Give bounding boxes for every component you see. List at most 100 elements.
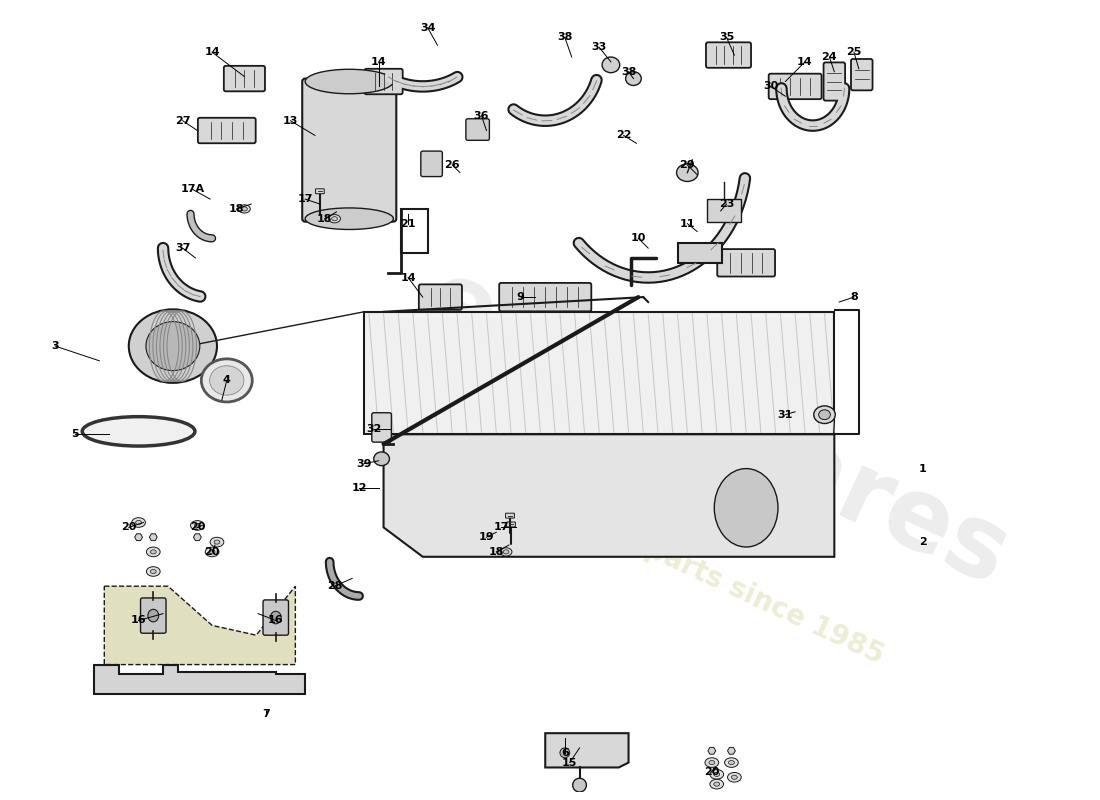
FancyBboxPatch shape	[223, 66, 265, 91]
FancyBboxPatch shape	[851, 59, 872, 90]
Ellipse shape	[210, 366, 244, 395]
Polygon shape	[678, 243, 722, 263]
Text: 9: 9	[517, 292, 525, 302]
Ellipse shape	[146, 547, 161, 557]
Text: 21: 21	[400, 218, 416, 229]
Text: 26: 26	[444, 160, 460, 170]
Text: 36: 36	[474, 111, 490, 121]
Text: 15: 15	[562, 758, 578, 767]
Text: 16: 16	[268, 615, 284, 626]
FancyBboxPatch shape	[302, 78, 396, 222]
Text: 2: 2	[918, 537, 926, 547]
Ellipse shape	[239, 205, 251, 213]
Ellipse shape	[214, 540, 220, 544]
Ellipse shape	[242, 207, 248, 211]
Text: 18: 18	[317, 214, 332, 224]
Text: 38: 38	[558, 33, 572, 42]
Ellipse shape	[714, 782, 719, 786]
Text: 11: 11	[680, 218, 695, 229]
FancyBboxPatch shape	[364, 69, 403, 94]
Text: 23: 23	[719, 199, 734, 209]
Ellipse shape	[714, 772, 719, 776]
Text: 1: 1	[918, 463, 926, 474]
Ellipse shape	[503, 550, 509, 554]
Ellipse shape	[195, 523, 200, 527]
Polygon shape	[150, 534, 157, 541]
Text: 4: 4	[223, 375, 231, 386]
Ellipse shape	[708, 761, 715, 765]
Ellipse shape	[190, 521, 205, 530]
Ellipse shape	[305, 208, 394, 230]
Text: 37: 37	[175, 243, 190, 253]
FancyBboxPatch shape	[769, 74, 822, 99]
Ellipse shape	[132, 518, 145, 527]
Ellipse shape	[146, 566, 161, 576]
FancyBboxPatch shape	[316, 189, 324, 194]
FancyBboxPatch shape	[706, 42, 751, 68]
Ellipse shape	[201, 359, 252, 402]
Text: 39: 39	[356, 458, 372, 469]
Ellipse shape	[151, 570, 156, 574]
FancyBboxPatch shape	[506, 522, 516, 527]
FancyBboxPatch shape	[198, 118, 255, 143]
Ellipse shape	[82, 417, 195, 446]
Ellipse shape	[135, 521, 142, 525]
Ellipse shape	[146, 322, 200, 370]
Text: 28: 28	[327, 581, 342, 591]
Text: 16: 16	[131, 615, 146, 626]
Text: 7: 7	[262, 709, 270, 718]
Polygon shape	[727, 747, 736, 754]
Text: 35: 35	[719, 33, 734, 42]
Text: 38: 38	[620, 66, 636, 77]
Text: 30: 30	[763, 82, 779, 91]
Polygon shape	[384, 434, 834, 557]
Ellipse shape	[374, 452, 389, 466]
Text: 5: 5	[72, 430, 79, 439]
Ellipse shape	[147, 610, 158, 622]
Text: a passion for parts since 1985: a passion for parts since 1985	[448, 444, 888, 670]
Text: 18: 18	[488, 547, 504, 557]
Text: 20: 20	[189, 522, 205, 532]
FancyBboxPatch shape	[263, 600, 288, 635]
Text: 14: 14	[205, 47, 220, 57]
Text: 27: 27	[175, 116, 190, 126]
Text: 25: 25	[846, 47, 861, 57]
Text: 20: 20	[704, 767, 719, 778]
Text: 14: 14	[798, 57, 813, 67]
FancyBboxPatch shape	[466, 118, 490, 140]
Text: 33: 33	[592, 42, 607, 52]
Ellipse shape	[725, 758, 738, 767]
Text: 17: 17	[297, 194, 312, 204]
Ellipse shape	[329, 214, 340, 223]
FancyBboxPatch shape	[419, 284, 462, 310]
Text: 14: 14	[371, 57, 386, 67]
Ellipse shape	[151, 550, 156, 554]
FancyBboxPatch shape	[141, 598, 166, 634]
Text: 3: 3	[52, 341, 59, 351]
Text: 8: 8	[850, 292, 858, 302]
Text: 20: 20	[121, 522, 136, 532]
Ellipse shape	[626, 72, 641, 86]
Ellipse shape	[331, 217, 338, 221]
FancyBboxPatch shape	[421, 151, 442, 177]
Text: 20: 20	[205, 547, 220, 557]
Text: 10: 10	[630, 234, 646, 243]
Text: 18: 18	[229, 204, 244, 214]
Text: 19: 19	[478, 532, 494, 542]
FancyBboxPatch shape	[717, 249, 776, 277]
Polygon shape	[707, 199, 741, 222]
Ellipse shape	[710, 779, 724, 789]
Ellipse shape	[271, 611, 282, 624]
Polygon shape	[708, 747, 716, 754]
Text: 6: 6	[561, 748, 569, 758]
Ellipse shape	[705, 758, 718, 767]
FancyBboxPatch shape	[499, 283, 592, 311]
Ellipse shape	[560, 748, 570, 758]
Text: 17: 17	[494, 522, 509, 532]
Ellipse shape	[129, 310, 217, 383]
Ellipse shape	[732, 775, 737, 779]
Ellipse shape	[814, 406, 835, 423]
Text: 32: 32	[366, 424, 382, 434]
Ellipse shape	[210, 538, 223, 547]
Text: 31: 31	[778, 410, 793, 420]
